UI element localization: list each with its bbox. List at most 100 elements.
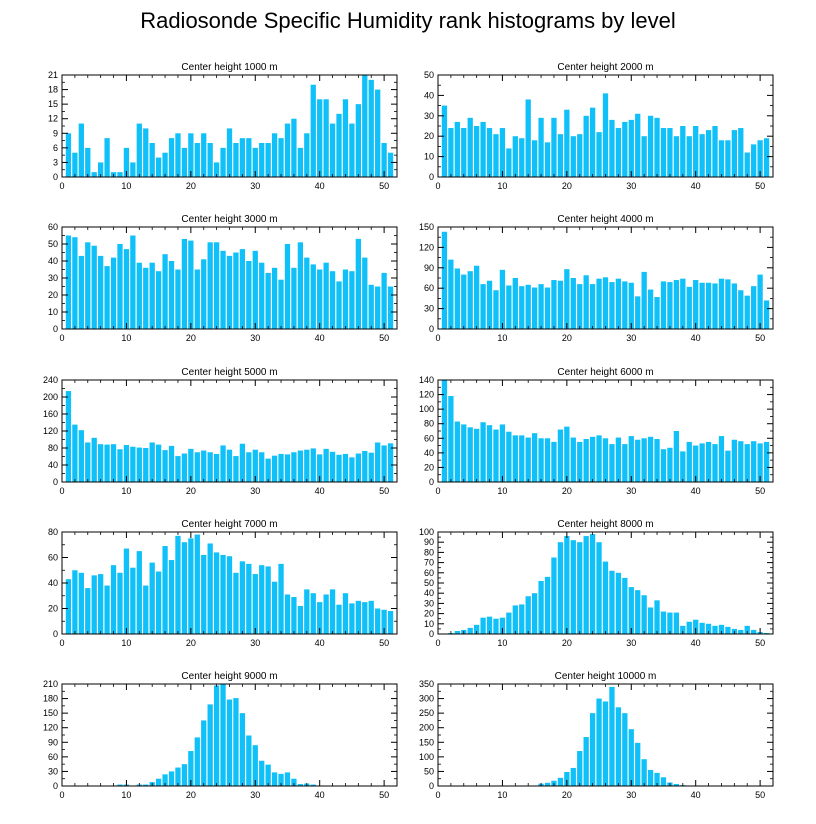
bar bbox=[486, 280, 493, 329]
bar bbox=[162, 152, 168, 177]
bar bbox=[143, 128, 149, 177]
bar bbox=[512, 278, 518, 329]
bar bbox=[91, 575, 97, 634]
bar bbox=[725, 626, 731, 634]
bar bbox=[117, 784, 123, 786]
bar bbox=[667, 282, 673, 329]
bar bbox=[284, 594, 291, 634]
bar bbox=[104, 266, 110, 329]
bar bbox=[712, 625, 718, 634]
bar bbox=[110, 444, 117, 482]
bar bbox=[291, 118, 297, 177]
bar bbox=[207, 704, 213, 786]
bar bbox=[252, 449, 258, 482]
bar bbox=[78, 255, 84, 329]
bar bbox=[78, 123, 84, 177]
bar bbox=[635, 742, 641, 786]
bar bbox=[98, 444, 104, 482]
x-tick-label: 30 bbox=[626, 181, 636, 191]
bar bbox=[647, 769, 654, 786]
bar bbox=[628, 587, 634, 634]
bar bbox=[265, 143, 271, 177]
bar bbox=[188, 240, 194, 329]
x-tick-label: 0 bbox=[59, 486, 64, 496]
bar bbox=[155, 271, 162, 329]
bar bbox=[188, 538, 194, 634]
bar bbox=[226, 556, 233, 634]
x-tick-label: 10 bbox=[121, 638, 131, 648]
bar bbox=[271, 772, 278, 786]
x-tick-label: 30 bbox=[250, 790, 260, 800]
panel-title: Center height 9000 m bbox=[181, 671, 277, 682]
y-tick-label: 40 bbox=[48, 578, 58, 588]
bar bbox=[757, 140, 763, 177]
bar bbox=[609, 444, 615, 482]
x-tick-label: 40 bbox=[691, 486, 701, 496]
x-tick-label: 50 bbox=[755, 181, 765, 191]
bar bbox=[104, 138, 110, 177]
panel-title: Center height 1000 m bbox=[181, 62, 277, 73]
bar bbox=[551, 280, 557, 329]
bar bbox=[744, 444, 750, 482]
bar bbox=[609, 119, 615, 177]
bar bbox=[680, 126, 686, 177]
x-tick-label: 40 bbox=[315, 333, 325, 343]
y-tick-label: 6 bbox=[53, 143, 58, 153]
y-tick-label: 350 bbox=[419, 679, 434, 689]
bar bbox=[246, 138, 252, 177]
y-tick-label: 18 bbox=[48, 85, 58, 95]
y-tick-label: 60 bbox=[424, 568, 434, 578]
bar bbox=[329, 589, 336, 634]
bar bbox=[519, 138, 525, 177]
bar bbox=[641, 595, 647, 634]
bar bbox=[91, 437, 97, 482]
bar bbox=[271, 581, 278, 634]
bar bbox=[583, 275, 589, 329]
bar bbox=[596, 132, 602, 177]
bar bbox=[162, 450, 168, 482]
bar bbox=[65, 391, 72, 482]
bar bbox=[104, 585, 110, 634]
y-tick-label: 210 bbox=[43, 679, 58, 689]
bar bbox=[342, 269, 349, 329]
bar bbox=[641, 759, 647, 786]
bar bbox=[615, 572, 622, 634]
y-tick-label: 120 bbox=[43, 426, 58, 436]
bar bbox=[130, 567, 136, 634]
bar bbox=[387, 286, 394, 329]
bar bbox=[628, 282, 634, 329]
bar bbox=[544, 576, 551, 634]
y-tick-label: 40 bbox=[424, 448, 434, 458]
bar bbox=[448, 396, 454, 482]
x-tick-label: 10 bbox=[121, 333, 131, 343]
bar bbox=[297, 784, 304, 786]
bar bbox=[336, 454, 342, 482]
chart-panel-7: Center height 7000 m 0 10 20 30 40 50 0 20 40 60 80 bbox=[48, 519, 398, 648]
y-tick-label: 50 bbox=[424, 578, 434, 588]
bar bbox=[239, 561, 246, 634]
bar bbox=[342, 453, 349, 482]
bar bbox=[342, 99, 349, 177]
y-tick-label: 0 bbox=[53, 781, 58, 791]
bar bbox=[323, 448, 329, 482]
bar bbox=[181, 542, 188, 634]
bar bbox=[499, 269, 506, 329]
bar bbox=[226, 699, 233, 786]
bar bbox=[336, 113, 342, 177]
y-tick-label: 90 bbox=[424, 537, 434, 547]
y-tick-label: 180 bbox=[43, 694, 58, 704]
x-tick-label: 50 bbox=[379, 638, 389, 648]
bar bbox=[622, 281, 628, 329]
bar bbox=[751, 629, 757, 634]
y-tick-label: 21 bbox=[48, 70, 58, 80]
bar bbox=[635, 113, 641, 177]
bar bbox=[194, 452, 200, 482]
bar bbox=[705, 623, 712, 634]
bar bbox=[738, 441, 744, 482]
x-tick-label: 40 bbox=[691, 638, 701, 648]
bar bbox=[284, 123, 291, 177]
x-tick-label: 20 bbox=[562, 333, 572, 343]
bar bbox=[712, 444, 718, 482]
bar bbox=[207, 242, 213, 329]
y-tick-label: 0 bbox=[429, 629, 434, 639]
